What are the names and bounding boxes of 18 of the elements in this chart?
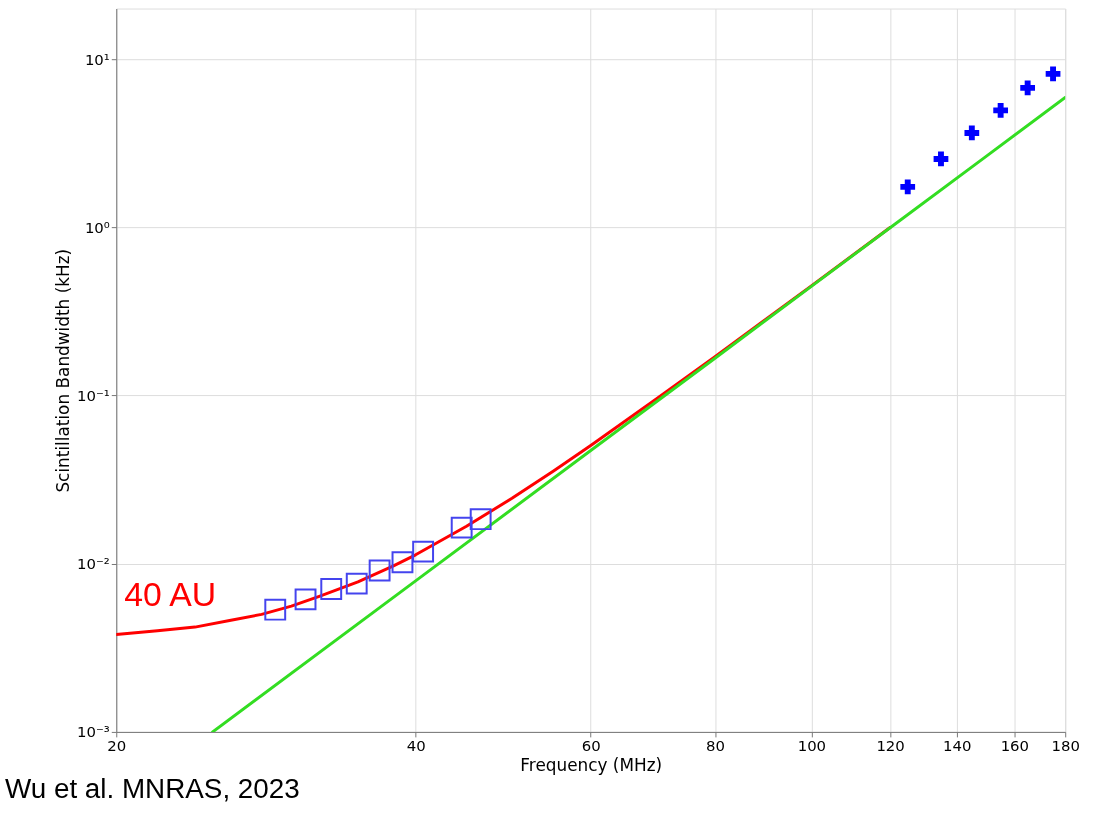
series-label: 40 AU (124, 574, 217, 613)
x-tick-label: 120 (876, 737, 905, 756)
x-tick-label: 140 (942, 737, 972, 756)
y-axis-title: Scintillation Bandwidth (kHz) (53, 248, 74, 493)
y-tick-label: 10⁻³ (77, 723, 110, 742)
x-tick-label: 100 (797, 737, 827, 756)
x-tick-label: 20 (107, 737, 127, 756)
x-axis-title: Frequency (MHz) (520, 755, 663, 776)
y-tick-label: 10⁻¹ (77, 387, 110, 406)
x-tick-label: 160 (1000, 737, 1030, 756)
y-tick-label: 10⁰ (84, 218, 110, 237)
text: Wu et al. MNRAS, 2023 (4, 772, 300, 804)
x-tick-label: 80 (706, 737, 725, 756)
x-tick-label: 40 (406, 737, 426, 756)
y-tick-label: 10¹ (84, 50, 110, 69)
x-tick-label: 60 (581, 737, 601, 756)
x-tick-label: 180 (1051, 737, 1080, 756)
y-tick-label: 10⁻² (77, 555, 110, 574)
